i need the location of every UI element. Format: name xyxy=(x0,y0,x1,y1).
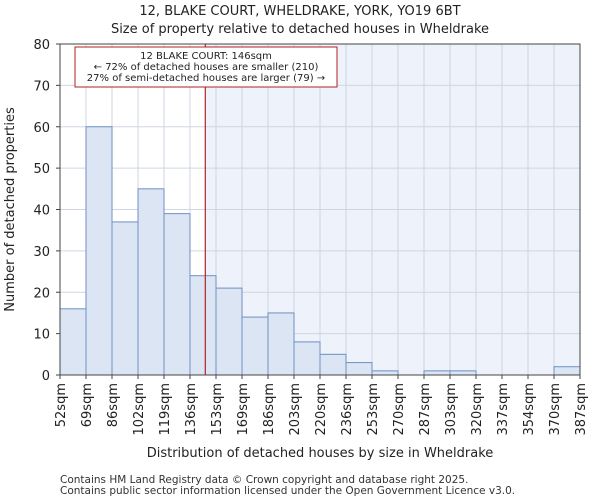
x-tick-label: 387sqm xyxy=(574,383,589,436)
x-tick-label: 136sqm xyxy=(184,383,199,436)
histogram-bar xyxy=(85,126,113,376)
footer-line-1: Contains HM Land Registry data © Crown c… xyxy=(60,474,469,486)
y-tick-label: 80 xyxy=(33,38,50,53)
histogram-bar xyxy=(59,308,87,376)
histogram-bar xyxy=(293,341,321,376)
y-axis-label: Number of detached properties xyxy=(3,107,18,312)
y-tick-label: 10 xyxy=(33,328,50,343)
histogram-bar xyxy=(111,221,139,376)
x-tick-label: 354sqm xyxy=(522,383,537,436)
x-tick-label: 253sqm xyxy=(366,383,381,436)
x-tick-label: 320sqm xyxy=(470,383,485,436)
y-tick-label: 50 xyxy=(33,162,50,177)
y-tick-label: 70 xyxy=(33,79,50,94)
x-tick-label: 169sqm xyxy=(236,383,251,436)
histogram-bar xyxy=(267,312,295,376)
histogram-bar xyxy=(189,275,217,376)
marker-annotation-line: 12 BLAKE COURT: 146sqm xyxy=(140,51,272,62)
marker-annotation-line: 27% of semi-detached houses are larger (… xyxy=(87,73,325,84)
histogram-bar xyxy=(423,370,451,376)
x-tick-label: 52sqm xyxy=(54,383,69,427)
histogram-bar xyxy=(319,353,347,376)
x-tick-label: 153sqm xyxy=(210,383,225,436)
y-tick-label: 20 xyxy=(33,286,50,301)
x-tick-label: 186sqm xyxy=(262,383,277,436)
x-tick-label: 69sqm xyxy=(80,383,95,427)
chart-title: 12, BLAKE COURT, WHELDRAKE, YORK, YO19 6… xyxy=(139,4,461,19)
chart-subtitle: Size of property relative to detached ho… xyxy=(110,22,490,37)
footer-line-2: Contains public sector information licen… xyxy=(60,485,516,497)
x-tick-label: 119sqm xyxy=(158,383,173,436)
x-tick-label: 287sqm xyxy=(418,383,433,436)
histogram-bar xyxy=(345,362,373,376)
y-tick-label: 40 xyxy=(33,204,50,219)
x-tick-label: 303sqm xyxy=(444,383,459,436)
histogram-bar xyxy=(449,370,477,376)
marker-annotation-box xyxy=(74,46,338,88)
histogram-bar xyxy=(241,316,269,376)
x-tick-label: 203sqm xyxy=(288,383,303,436)
y-tick-label: 30 xyxy=(33,245,50,260)
histogram-bar xyxy=(553,366,581,376)
histogram-bar xyxy=(215,287,243,376)
histogram-bar xyxy=(371,370,399,376)
y-tick-label: 0 xyxy=(42,369,50,384)
x-tick-label: 370sqm xyxy=(548,383,563,436)
x-tick-label: 102sqm xyxy=(132,383,147,436)
marker-annotation-line: ← 72% of detached houses are smaller (21… xyxy=(94,62,319,73)
x-tick-label: 270sqm xyxy=(392,383,407,436)
x-tick-label: 86sqm xyxy=(106,383,121,427)
x-tick-label: 220sqm xyxy=(314,383,329,436)
histogram-bar xyxy=(137,188,165,376)
histogram-bar xyxy=(163,213,191,376)
x-tick-label: 337sqm xyxy=(496,383,511,436)
x-axis-label: Distribution of detached houses by size … xyxy=(147,446,494,461)
y-tick-label: 60 xyxy=(33,121,50,136)
x-tick-label: 236sqm xyxy=(340,383,355,436)
